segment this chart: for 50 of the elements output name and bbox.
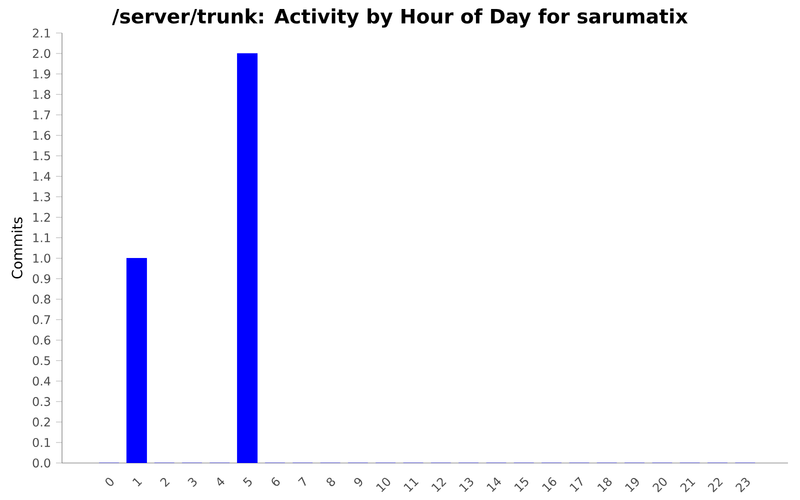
x-tick-label: 13	[459, 478, 474, 492]
y-tick-label: 0.2	[32, 418, 50, 427]
x-tick-label: 6	[272, 477, 280, 486]
x-tick-label: 21	[680, 478, 696, 492]
x-tick-label: 18	[597, 478, 612, 492]
y-tick-label: 1.0	[33, 254, 50, 263]
y-tick-label: 0.9	[32, 274, 50, 284]
x-tick-label: 15	[514, 477, 528, 492]
y-tick-label: 1.4	[33, 172, 50, 181]
x-tick-label: 23	[735, 478, 750, 492]
y-tick-label: 1.5	[33, 151, 50, 160]
y-tick-label: 0.6	[32, 336, 50, 345]
y-tick-label: 0.0	[32, 458, 50, 468]
x-tick-label: 8	[326, 478, 336, 486]
x-tick-label: 14	[486, 477, 502, 492]
y-tick-label: 1.9	[33, 69, 50, 78]
y-tick-label: 1.8	[33, 90, 50, 99]
x-tick-label: 12	[431, 478, 446, 492]
bar	[237, 53, 258, 463]
x-tick-label: 10	[376, 478, 390, 492]
x-tick-label: 19	[625, 478, 639, 492]
bar	[126, 258, 147, 463]
x-tick-label: 11	[404, 478, 419, 492]
y-tick-label: 0.5	[32, 356, 50, 366]
x-tick-label: 7	[298, 476, 306, 486]
y-tick-label: 1.7	[33, 110, 50, 120]
y-tick-label: 0.8	[32, 294, 50, 304]
y-tick-label: 0.4	[32, 376, 50, 386]
x-tick-label: 4	[217, 477, 224, 486]
chart-title: /server/trunk: Activity by Hour of Day for sarumatix	[112, 8, 688, 28]
y-tick-label: 1.3	[33, 192, 50, 202]
y-tick-label: 0.7	[32, 315, 50, 324]
y-tick-label: 2.0	[32, 48, 50, 58]
y-tick-label: 2.1	[32, 28, 50, 38]
x-tick-label: 20	[652, 478, 667, 492]
x-tick-label: 2	[160, 478, 170, 488]
x-tick-label: 0	[106, 478, 114, 486]
y-tick-label: 1.1	[33, 233, 50, 242]
y-tick-label: 0.3	[32, 397, 50, 406]
x-tick-label: 3	[188, 478, 197, 487]
x-tick-label: 5	[242, 477, 252, 487]
y-axis-title: Commits	[11, 217, 22, 278]
x-tick-label: 17	[570, 476, 582, 492]
x-tick-label: 1	[132, 478, 142, 487]
x-tick-label: 22	[708, 478, 723, 492]
y-tick-label: 0.1	[32, 438, 50, 448]
x-tick-label: 9	[354, 478, 362, 487]
x-tick-label: 16	[542, 477, 556, 492]
y-tick-label: 1.2	[33, 212, 50, 222]
y-tick-label: 1.6	[33, 130, 50, 140]
